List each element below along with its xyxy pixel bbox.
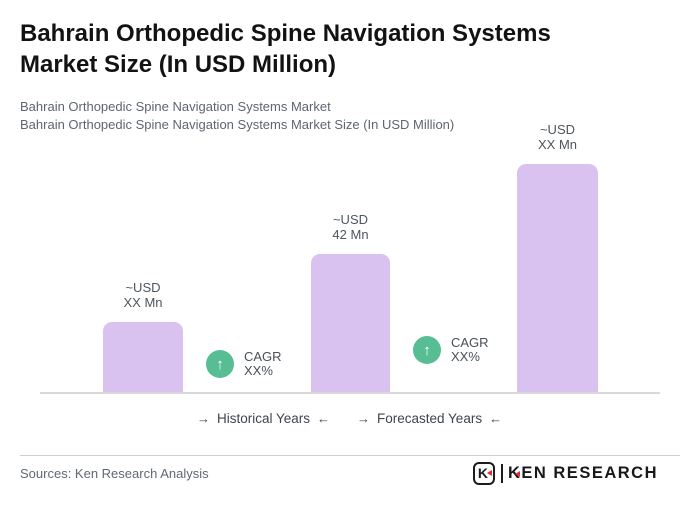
logo-emblem-letter: K: [477, 465, 489, 481]
logo-wordmark-rest: EN RESEARCH: [521, 463, 658, 482]
logo-red-triangle-icon: [514, 470, 520, 477]
cagr-label-line1: CAGR: [451, 335, 489, 350]
right-arrow-icon: →: [357, 411, 370, 426]
cagr-circle: ↑: [413, 336, 441, 364]
chart-subtitle-line1: Bahrain Orthopedic Spine Navigation Syst…: [20, 99, 331, 114]
chart-subtitle-line2: Bahrain Orthopedic Spine Navigation Syst…: [20, 117, 455, 132]
up-arrow-icon: ↑: [423, 341, 431, 359]
page-title-line1: Bahrain Orthopedic Spine Navigation Syst…: [20, 20, 551, 47]
left-arrow-icon: ←: [489, 411, 503, 426]
bar-value-label: ~USD XX Mn: [538, 122, 577, 152]
ken-research-logo: K K EN RESEARCH: [472, 461, 658, 485]
bar-forecast: [517, 164, 598, 394]
right-arrow-icon: →: [197, 411, 210, 426]
logo-red-triangle-icon: [486, 470, 492, 476]
up-arrow-icon: ↑: [216, 355, 224, 373]
logo-wordmark: K EN RESEARCH: [508, 464, 658, 483]
left-arrow-icon: ←: [317, 411, 331, 426]
bar-group-historical: ~USD XX Mn: [103, 280, 183, 394]
cagr-label-line1: CAGR: [244, 349, 282, 364]
cagr-label: CAGR XX%: [244, 350, 282, 378]
period-label-text: Historical Years: [217, 411, 311, 426]
period-label-historical: → Historical Years ←: [197, 411, 330, 426]
cagr-label-line2: XX%: [244, 363, 273, 378]
period-label-text: Forecasted Years: [377, 411, 483, 426]
axis-baseline: [40, 392, 660, 394]
bar-value-label: ~USD 42 Mn: [332, 212, 368, 242]
bar-group-current: ~USD 42 Mn: [311, 212, 390, 394]
logo-divider: [500, 463, 503, 483]
bar-group-forecast: ~USD XX Mn: [517, 122, 598, 394]
footer-divider: [20, 455, 680, 456]
bar-value-line1: ~USD: [539, 122, 576, 137]
bar-value-label: ~USD XX Mn: [123, 280, 162, 310]
page-title-line2: Market Size (In USD Million): [20, 51, 337, 78]
bar-value-line2: 42 Mn: [332, 227, 369, 242]
bar-current: [311, 254, 390, 394]
cagr-label-line2: XX%: [451, 349, 480, 364]
logo-emblem-icon: K: [472, 461, 495, 485]
cagr-annotation-1: ↑ CAGR XX%: [206, 350, 282, 378]
cagr-label: CAGR XX%: [451, 336, 489, 364]
chart-subtitle: Bahrain Orthopedic Spine Navigation Syst…: [20, 98, 454, 134]
cagr-annotation-2: ↑ CAGR XX%: [413, 336, 489, 364]
bar-value-line1: ~USD: [332, 212, 369, 227]
bar-value-line2: XX Mn: [537, 137, 577, 152]
logo-wordmark-k: K: [507, 463, 522, 482]
sources-text: Sources: Ken Research Analysis: [20, 466, 209, 481]
cagr-circle: ↑: [206, 350, 234, 378]
page-title: Bahrain Orthopedic Spine Navigation Syst…: [20, 18, 551, 80]
period-label-forecasted: → Forecasted Years ←: [357, 411, 502, 426]
bar-value-line2: XX Mn: [123, 295, 163, 310]
bar-historical: [103, 322, 183, 394]
bar-value-line1: ~USD: [125, 280, 161, 295]
